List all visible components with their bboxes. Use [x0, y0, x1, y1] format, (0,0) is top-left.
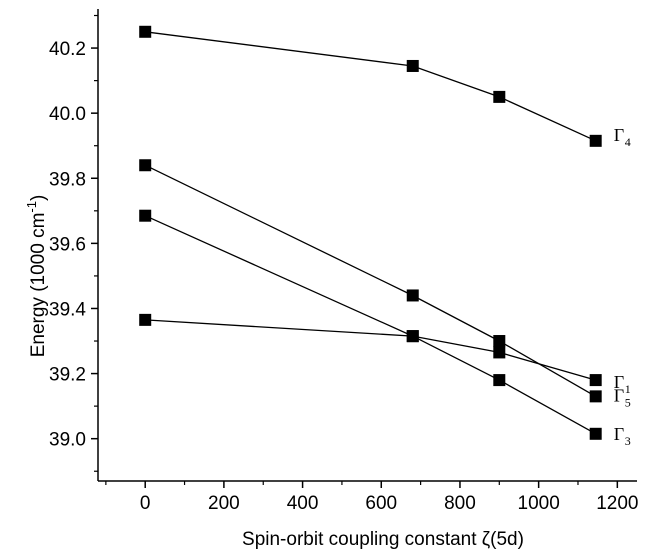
x-tick-label: 600 — [365, 493, 397, 514]
x-tick-label: 200 — [208, 493, 240, 514]
data-point — [589, 374, 602, 387]
data-point — [493, 346, 506, 359]
series-lines — [144, 31, 597, 435]
series-label-subscript: 1 — [625, 382, 631, 396]
y-tick-label: 39.0 — [49, 430, 86, 451]
x-tick-label: 400 — [287, 493, 319, 514]
data-point — [406, 59, 419, 72]
data-point — [139, 209, 152, 222]
y-tick-label: 40.0 — [49, 104, 86, 125]
series-line-Γ3 — [144, 215, 597, 435]
x-tick-label: 0 — [140, 493, 151, 514]
data-point — [493, 335, 506, 348]
x-tick-label: 1200 — [596, 493, 638, 514]
x-tick-label: 800 — [444, 493, 476, 514]
y-tick-label: 39.2 — [49, 365, 86, 386]
series-line-Γ4 — [145, 31, 596, 142]
series-label-subscript: 4 — [625, 135, 631, 149]
y-axis-label: Energy (1000 cm-1) — [24, 195, 49, 358]
y-axis-label-close: ) — [28, 195, 49, 201]
data-point — [139, 25, 152, 38]
series-line-Γ5 — [144, 164, 597, 397]
data-point — [589, 427, 602, 440]
data-point — [139, 313, 152, 326]
y-tick-label: 39.6 — [49, 234, 86, 255]
data-point — [493, 90, 506, 103]
data-point — [589, 134, 602, 147]
data-point — [139, 159, 152, 172]
series-label-subscript: 5 — [625, 395, 631, 409]
x-tick-label: 1000 — [518, 493, 560, 514]
y-tick-label: 39.4 — [49, 299, 86, 320]
data-point — [493, 374, 506, 387]
series-label: Γ — [614, 372, 624, 392]
series-labels: Γ 4Γ 1Γ 5Γ 3 — [614, 125, 631, 448]
series-label-subscript: 3 — [625, 434, 631, 448]
data-point — [589, 390, 602, 403]
series-label: Γ — [614, 385, 624, 405]
series-label: Γ — [614, 424, 624, 444]
data-markers — [139, 25, 602, 440]
data-point — [406, 330, 419, 343]
data-point — [406, 289, 419, 302]
axes: 0 200 400 600 800 1000 1200 39.0 39.2 39.4 39.6 39.… — [49, 9, 638, 514]
series-line-Γ1 — [145, 319, 596, 381]
y-axis-label-main: Energy (1000 cm — [28, 213, 49, 358]
y-tick-label: 40.2 — [49, 39, 86, 60]
x-axis-label: Spin-orbit coupling constant ζ(5d) — [242, 529, 524, 550]
y-tick-label: 39.8 — [49, 169, 86, 190]
series-label: Γ — [614, 125, 624, 145]
y-axis-label-sup: -1 — [24, 201, 39, 213]
